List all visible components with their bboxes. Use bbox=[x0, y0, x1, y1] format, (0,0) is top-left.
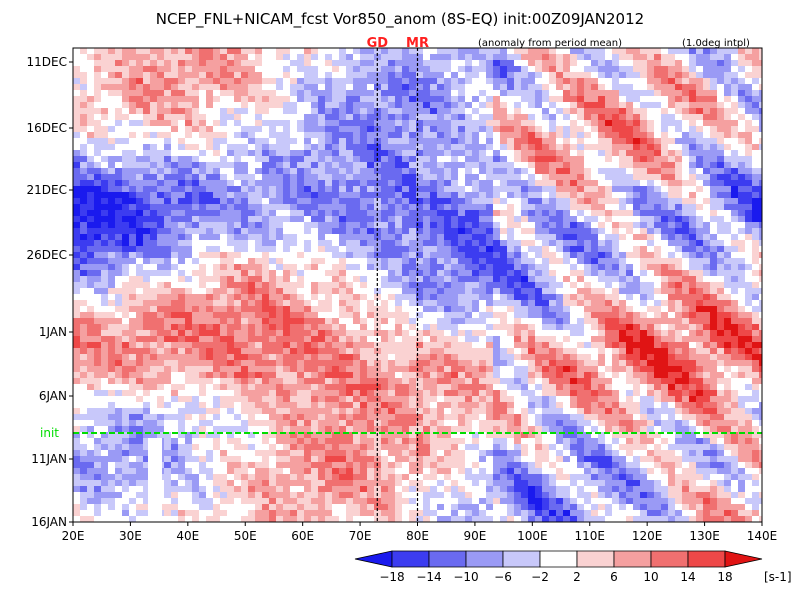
x-tick-label: 50E bbox=[234, 529, 257, 543]
y-tick-label: 26DEC bbox=[27, 248, 67, 262]
colorbar-tick-label: 14 bbox=[680, 570, 695, 584]
colorbar-tick-label: −2 bbox=[531, 570, 549, 584]
colorbar-tick-label: −6 bbox=[494, 570, 512, 584]
colorbar-tick-label: 18 bbox=[717, 570, 732, 584]
x-tick-label: 80E bbox=[406, 529, 429, 543]
x-tick-label: 110E bbox=[575, 529, 606, 543]
colorbar-swatch bbox=[503, 551, 540, 567]
y-tick-label: 6JAN bbox=[39, 389, 67, 403]
colorbar: −18 −14 −10 −6 −2 2 6 10 14 18 [s-1] bbox=[355, 551, 792, 584]
y-tick-label: 16JAN bbox=[31, 515, 67, 529]
x-tick-label: 20E bbox=[62, 529, 85, 543]
colorbar-tick-label: 6 bbox=[610, 570, 618, 584]
x-tick-label: 130E bbox=[689, 529, 720, 543]
colorbar-swatch bbox=[688, 551, 725, 567]
colorbar-swatch bbox=[466, 551, 503, 567]
subtitle-left: (anomaly from period mean) bbox=[478, 38, 622, 49]
colorbar-swatch bbox=[355, 551, 392, 567]
y-axis: 11DEC 16DEC 21DEC 26DEC 1JAN 6JAN 11JAN 16JAN bbox=[27, 55, 73, 529]
colorbar-tick-label: −14 bbox=[416, 570, 441, 584]
y-tick-label: 11DEC bbox=[27, 55, 67, 69]
colorbar-swatch bbox=[429, 551, 466, 567]
x-tick-label: 40E bbox=[176, 529, 199, 543]
y-tick-label: 21DEC bbox=[27, 183, 67, 197]
y-tick-label: 11JAN bbox=[31, 452, 67, 466]
colorbar-tick-label: 10 bbox=[643, 570, 658, 584]
colorbar-swatch bbox=[725, 551, 762, 567]
x-tick-label: 140E bbox=[747, 529, 778, 543]
colorbar-tick-label: −10 bbox=[453, 570, 478, 584]
marker-label-mr: MR bbox=[406, 36, 429, 51]
chart-title: NCEP_FNL+NICAM_fcst Vor850_anom (8S-EQ) … bbox=[156, 10, 644, 29]
y-tick-label: 16DEC bbox=[27, 121, 67, 135]
x-tick-label: 120E bbox=[632, 529, 663, 543]
vorticity-field bbox=[73, 48, 767, 523]
colorbar-swatch bbox=[614, 551, 651, 567]
x-tick-label: 90E bbox=[463, 529, 486, 543]
colorbar-swatch bbox=[392, 551, 429, 567]
colorbar-swatch bbox=[651, 551, 688, 567]
x-tick-label: 60E bbox=[291, 529, 314, 543]
x-tick-label: 70E bbox=[349, 529, 372, 543]
marker-label-gd: GD bbox=[367, 36, 389, 51]
colorbar-tick-label: 2 bbox=[573, 570, 581, 584]
colorbar-swatch bbox=[577, 551, 614, 567]
x-tick-label: 100E bbox=[517, 529, 548, 543]
init-label: init bbox=[40, 426, 59, 440]
colorbar-tick-label: −18 bbox=[379, 570, 404, 584]
colorbar-unit: [s-1] bbox=[764, 570, 792, 584]
x-tick-label: 30E bbox=[119, 529, 142, 543]
y-tick-label: 1JAN bbox=[39, 325, 67, 339]
x-axis: 20E 30E 40E 50E 60E 70E 80E 90E 100E 110E 120E 130E… bbox=[62, 522, 778, 543]
subtitle-right: (1.0deg intpl) bbox=[682, 38, 750, 49]
colorbar-swatch bbox=[540, 551, 577, 567]
